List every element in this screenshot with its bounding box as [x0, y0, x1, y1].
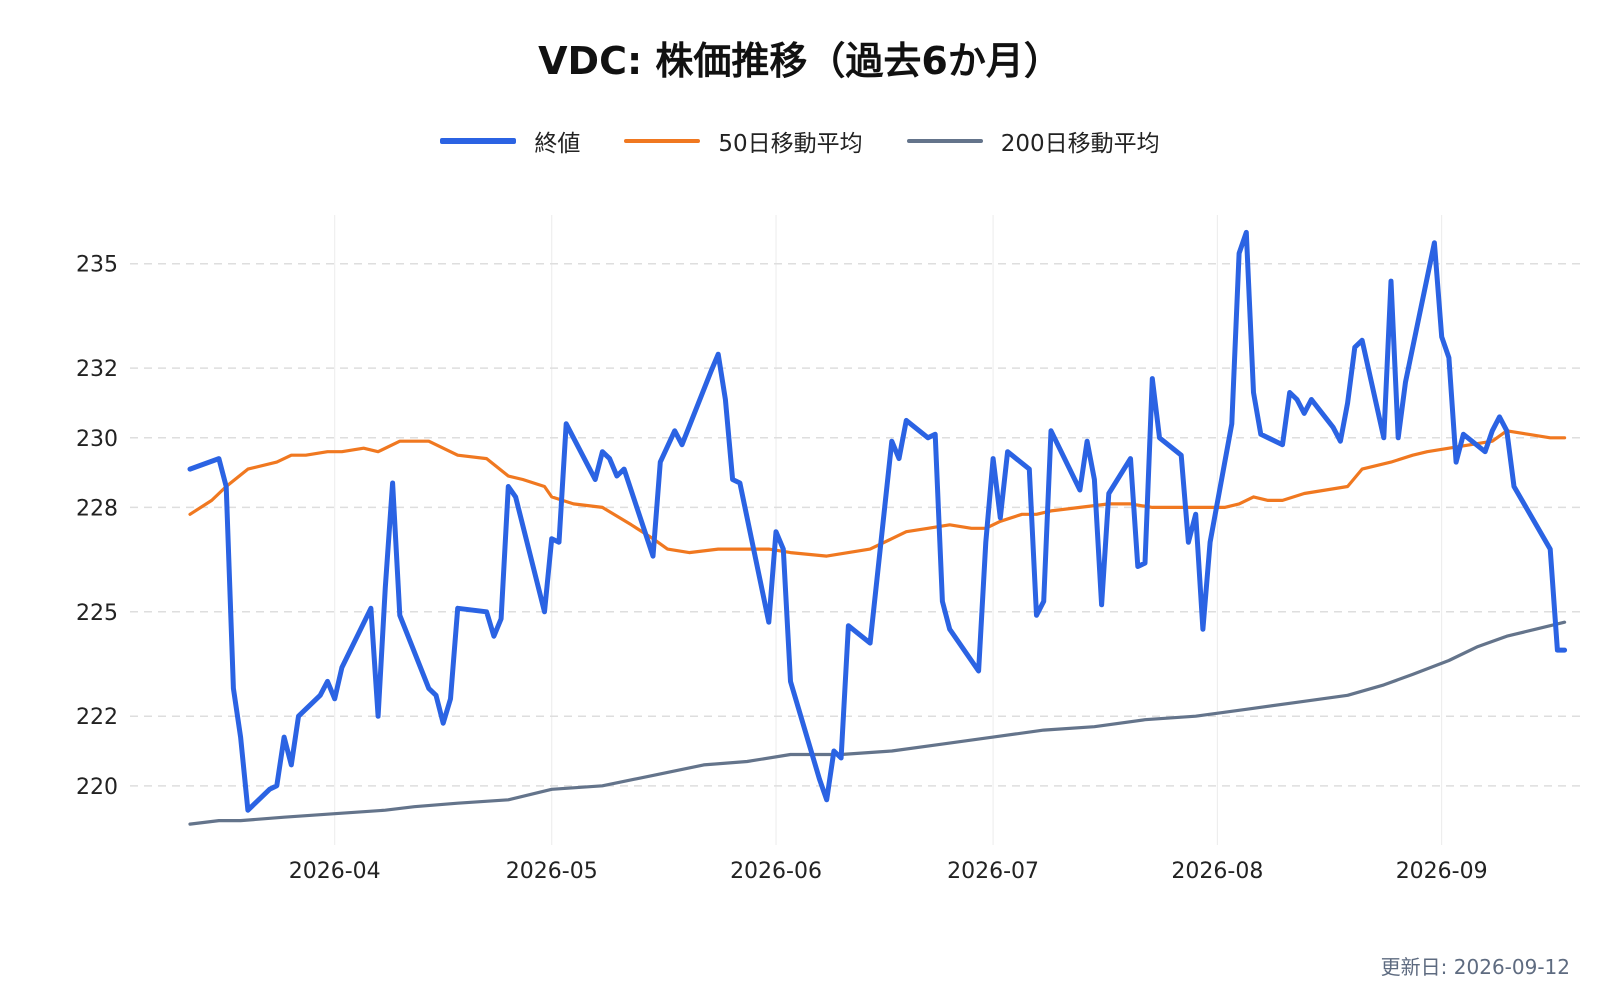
legend-item-ma50[interactable]: 50日移動平均: [624, 124, 863, 158]
axis-layer: 2026-04 2026-05 2026-06 2026-07 2026-08 2026-…: [76, 253, 1488, 884]
series-line-0: [187, 229, 1568, 813]
legend-item-ma200[interactable]: 200日移動平均: [906, 124, 1160, 158]
series-line-1: [188, 429, 1567, 558]
legend-swatch-close: [440, 138, 517, 144]
y-tick-label-4: 230: [76, 427, 118, 452]
y-tick-label-0: 220: [76, 775, 118, 800]
y-tick-label-5: 232: [76, 357, 118, 382]
x-tick-label-3: 2026-07: [947, 859, 1039, 884]
legend-swatch-ma200: [906, 139, 983, 143]
x-tick-label-2: 2026-06: [730, 859, 822, 884]
legend-label-close: 終値: [534, 131, 581, 157]
legend: 終値 50日移動平均 200日移動平均: [0, 124, 1600, 158]
series-line-2: [188, 620, 1567, 826]
x-tick-label-0: 2026-04: [289, 859, 381, 884]
x-tick-label-1: 2026-05: [506, 859, 598, 884]
y-tick-label-3: 228: [76, 496, 118, 521]
x-tick-label-5: 2026-09: [1396, 859, 1488, 884]
y-tick-label-1: 222: [76, 705, 118, 730]
legend-swatch-ma50: [624, 139, 701, 143]
y-tick-label-2: 225: [76, 601, 118, 626]
legend-label-ma200: 200日移動平均: [1000, 131, 1160, 157]
series-layer: [187, 229, 1568, 826]
grid-layer: [130, 215, 1580, 845]
updated-date: 更新日: 2026-09-12: [1380, 955, 1570, 979]
legend-label-ma50: 50日移動平均: [718, 131, 863, 157]
chart-title: VDC: 株価推移（過去6か月）: [538, 39, 1062, 83]
x-tick-label-4: 2026-08: [1171, 859, 1263, 884]
y-tick-label-6: 235: [76, 253, 118, 278]
legend-item-close[interactable]: 終値: [440, 124, 580, 158]
